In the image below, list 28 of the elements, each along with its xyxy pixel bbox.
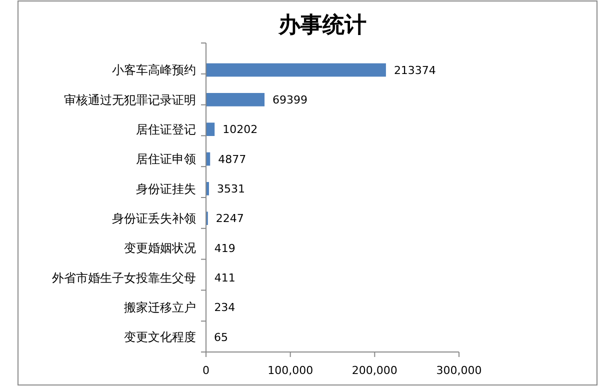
x-tick-label: 100,000 <box>268 364 314 377</box>
y-tick-label: 变更文化程度 <box>124 330 196 344</box>
data-label: 419 <box>214 242 236 255</box>
y-tick-label: 搬家迁移立户 <box>124 300 196 315</box>
y-tick-label: 身份证挂失 <box>136 182 196 196</box>
data-label: 213374 <box>394 64 436 77</box>
y-tick-label: 审核通过无犯罪记录证明 <box>64 92 196 107</box>
data-label: 2247 <box>216 212 244 226</box>
data-label: 3531 <box>216 182 245 196</box>
x-tick-label: 300,000 <box>436 364 482 377</box>
y-tick-label: 身份证丢失补领 <box>112 212 196 226</box>
bar <box>206 122 215 136</box>
bar <box>206 63 386 77</box>
data-label: 65 <box>214 330 228 344</box>
x-tick-label: 200,000 <box>352 364 398 377</box>
data-label: 234 <box>214 301 236 314</box>
y-tick-label: 居住证申领 <box>136 152 196 166</box>
data-label: 69399 <box>272 94 308 107</box>
y-tick-label: 小客车高峰预约 <box>112 63 196 78</box>
chart-title: 办事统计 <box>278 12 366 38</box>
data-label: 4877 <box>218 152 246 166</box>
y-tick-label: 居住证登记 <box>136 122 196 137</box>
y-tick-label: 变更婚姻状况 <box>124 241 196 256</box>
y-tick-label: 外省市婚生子女投靠生父母 <box>52 270 196 285</box>
bar <box>206 92 265 106</box>
x-tick-label: 0 <box>202 364 210 377</box>
data-label: 10202 <box>222 123 258 136</box>
data-label: 411 <box>214 272 236 285</box>
